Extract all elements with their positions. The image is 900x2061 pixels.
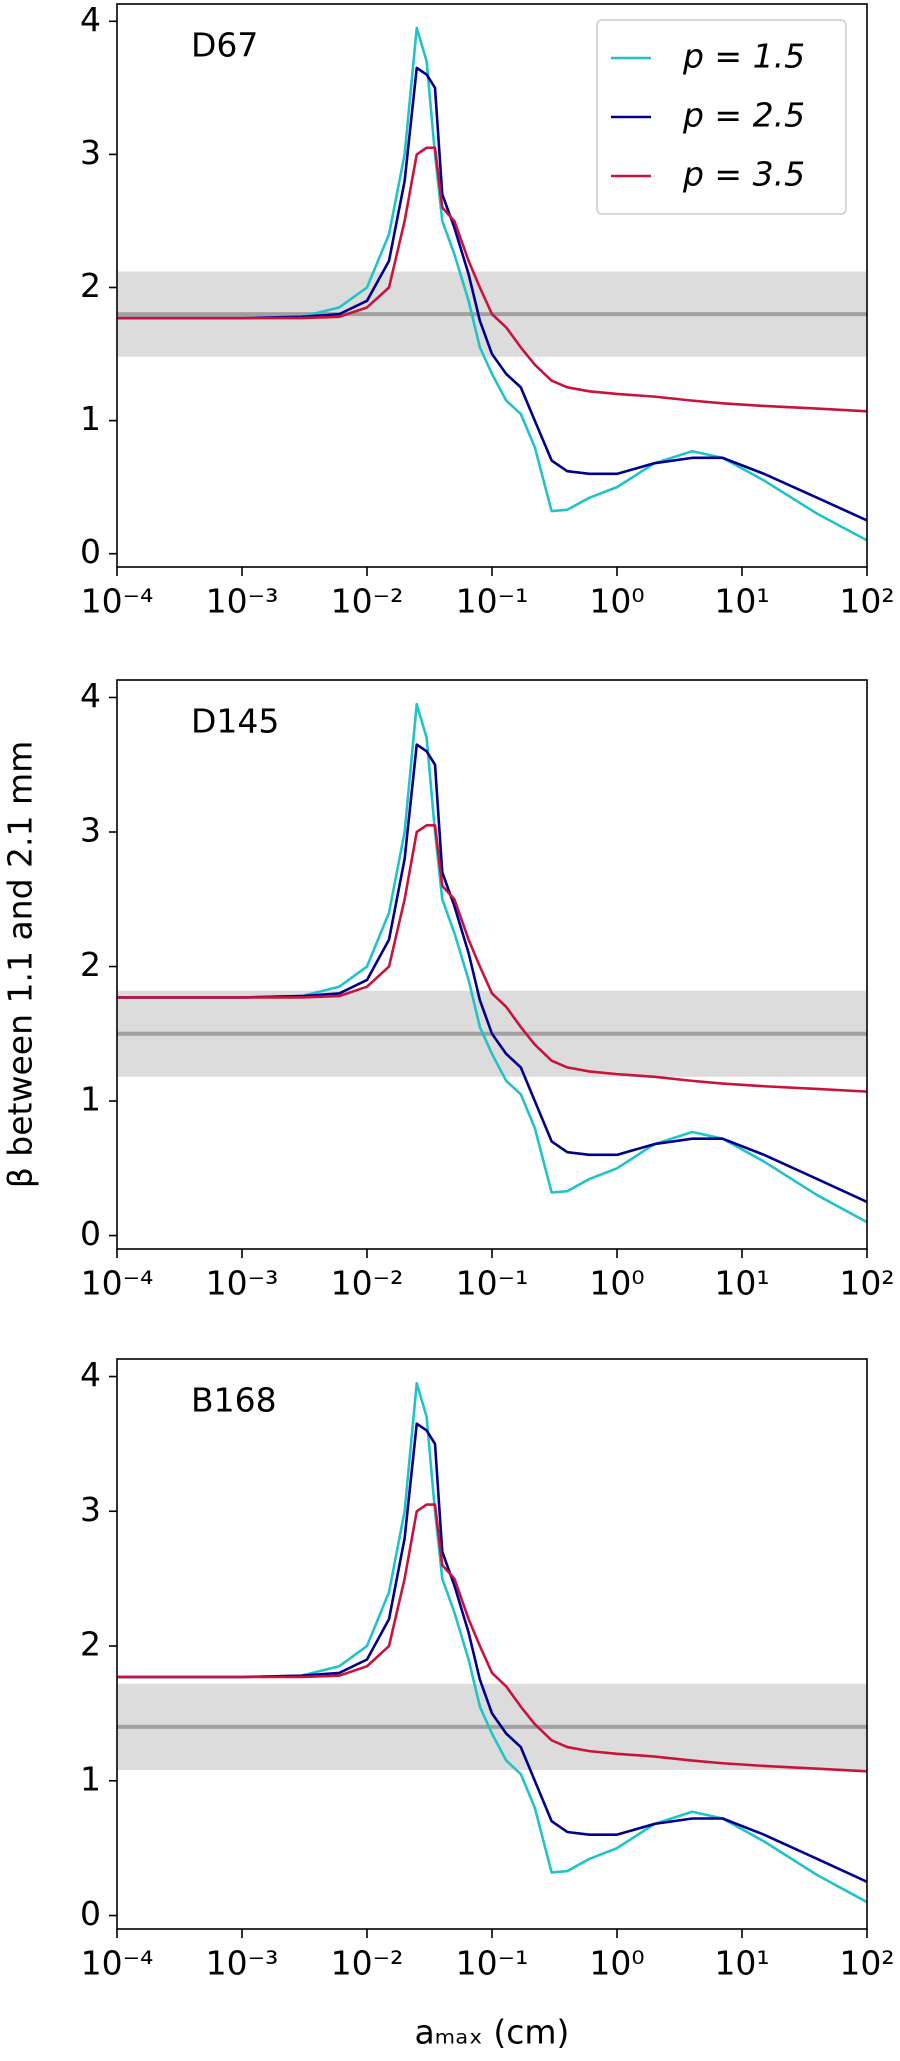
y-tick-label: 3 — [80, 1490, 101, 1529]
y-tick-label: 0 — [80, 1894, 101, 1933]
series-line — [117, 146, 868, 413]
x-tick-label: 10² — [839, 1944, 894, 1983]
y-tick-label: 0 — [80, 1214, 101, 1253]
x-tick-label: 10⁰ — [589, 1264, 644, 1303]
x-tick-label: 10¹ — [714, 1944, 769, 1983]
series-line — [117, 1422, 868, 1884]
x-tick-label: 10⁻² — [331, 1944, 404, 1983]
series-line — [117, 743, 868, 1204]
y-tick-label: 2 — [80, 1625, 101, 1664]
x-tick-label: 10⁻² — [331, 582, 404, 621]
panel-label: D67 — [191, 26, 258, 65]
series-line — [117, 1381, 868, 1904]
y-tick-label: 1 — [80, 1080, 101, 1119]
legend-label: p = 2.5 — [682, 96, 805, 135]
series-line — [117, 26, 868, 542]
x-tick-label: 10⁻¹ — [456, 1264, 529, 1303]
x-tick-label: 10⁻⁴ — [81, 582, 154, 621]
axes-frame — [116, 679, 868, 1250]
y-tick-label: 0 — [80, 532, 101, 571]
y-tick-label: 2 — [80, 945, 101, 984]
axes-frame — [116, 1358, 868, 1930]
series-line — [117, 823, 868, 1093]
legend-label: p = 1.5 — [682, 37, 805, 76]
y-tick-label: 4 — [80, 676, 101, 715]
x-tick-label: 10¹ — [714, 1264, 769, 1303]
x-tick-label: 10¹ — [714, 582, 769, 621]
x-tick-label: 10⁻³ — [206, 582, 279, 621]
x-tick-label: 10⁻³ — [206, 1944, 279, 1983]
x-tick-label: 10⁻³ — [206, 1264, 279, 1303]
x-tick-label: 10⁰ — [589, 1944, 644, 1983]
y-tick-label: 3 — [80, 133, 101, 172]
x-tick-label: 10⁻¹ — [456, 582, 529, 621]
series-line — [117, 702, 868, 1224]
y-tick-label: 4 — [80, 1355, 101, 1394]
y-tick-label: 1 — [80, 1759, 101, 1798]
x-axis-label: aₘₐₓ (cm) — [415, 2013, 570, 2052]
x-tick-label: 10⁻² — [331, 1264, 404, 1303]
series-line — [117, 66, 868, 522]
panel-label: D145 — [191, 702, 279, 741]
x-tick-label: 10² — [839, 582, 894, 621]
x-tick-label: 10² — [839, 1264, 894, 1303]
legend-box — [596, 19, 847, 215]
legend-label: p = 3.5 — [682, 155, 805, 194]
x-tick-label: 10⁻⁴ — [81, 1944, 154, 1983]
x-tick-label: 10⁻⁴ — [81, 1264, 154, 1303]
y-axis-label: β between 1.1 and 2.1 mm — [1, 741, 40, 1189]
y-tick-label: 3 — [80, 811, 101, 850]
x-tick-label: 10⁰ — [589, 582, 644, 621]
y-tick-label: 2 — [80, 266, 101, 305]
x-tick-label: 10⁻¹ — [456, 1944, 529, 1983]
panel-label: B168 — [191, 1381, 277, 1420]
y-tick-label: 4 — [80, 0, 101, 39]
series-line — [117, 1503, 868, 1773]
y-tick-label: 1 — [80, 399, 101, 438]
